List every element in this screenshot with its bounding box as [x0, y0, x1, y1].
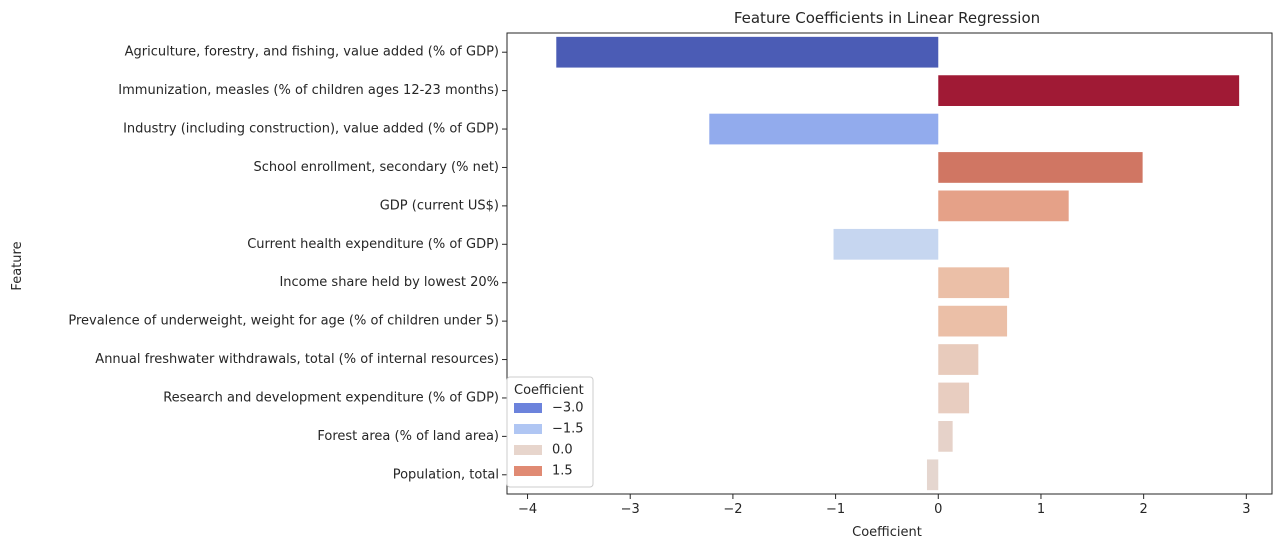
legend-swatch: [514, 445, 542, 455]
y-tick-label: Income share held by lowest 20%: [279, 275, 499, 290]
y-tick-label: Population, total: [393, 467, 499, 482]
bar-10: [938, 421, 953, 452]
x-tick-label: 2: [1140, 502, 1148, 517]
legend-entries: −3.0 −1.5 0.0 1.5: [514, 401, 584, 479]
legend-swatch: [514, 424, 542, 434]
y-tick-label: Current health expenditure (% of GDP): [247, 237, 499, 252]
bar-4: [938, 190, 1069, 222]
y-tick-label: Forest area (% of land area): [317, 429, 499, 444]
y-tick-label: School enrollment, secondary (% net): [254, 160, 500, 175]
bar-7: [938, 305, 1008, 337]
bar-6: [938, 267, 1010, 299]
bar-8: [938, 344, 979, 375]
bar-0: [556, 36, 939, 68]
legend-label: 1.5: [552, 464, 573, 479]
x-tick-label: 1: [1037, 502, 1045, 517]
bar-1: [938, 75, 1240, 106]
legend-title: Coefficient: [514, 383, 584, 398]
x-ticks: −4 −3 −2 −1 0 1 2 3: [518, 494, 1250, 517]
bar-11: [926, 459, 939, 491]
bar-3: [938, 152, 1143, 183]
bar-5: [833, 228, 939, 260]
legend-label: −1.5: [552, 422, 584, 437]
bar-9: [938, 382, 970, 414]
y-tick-label: Agriculture, forestry, and fishing, valu…: [125, 45, 499, 60]
y-tick-label: GDP (current US$): [380, 198, 499, 213]
legend-label: −3.0: [552, 401, 584, 416]
legend-swatch: [514, 466, 542, 476]
x-tick-label: −3: [621, 502, 640, 517]
x-tick-label: −1: [826, 502, 845, 517]
y-tick-label: Research and development expenditure (% …: [163, 390, 499, 405]
x-tick-label: −4: [518, 502, 537, 517]
y-axis-title: Feature: [10, 241, 25, 290]
legend: Coefficient −3.0 −1.5 0.0 1.5: [506, 376, 594, 488]
y-tick-label: Industry (including construction), value…: [123, 122, 499, 137]
y-tick-label: Immunization, measles (% of children age…: [118, 83, 499, 98]
plot-frame: [506, 32, 1273, 495]
legend-label: 0.0: [552, 443, 573, 458]
y-tick-label: Annual freshwater withdrawals, total (% …: [95, 352, 499, 367]
bars-group: [556, 36, 1240, 491]
x-tick-label: −2: [723, 502, 742, 517]
chart-title: Feature Coefficients in Linear Regressio…: [734, 9, 1040, 27]
x-tick-label: 3: [1242, 502, 1250, 517]
y-tick-label: Prevalence of underweight, weight for ag…: [68, 314, 499, 329]
x-axis-title: Coefficient: [852, 525, 922, 540]
x-tick-label: 0: [934, 502, 942, 517]
y-tick-labels: Agriculture, forestry, and fishing, valu…: [68, 45, 507, 482]
bar-2: [709, 113, 939, 145]
legend-swatch: [514, 403, 542, 413]
